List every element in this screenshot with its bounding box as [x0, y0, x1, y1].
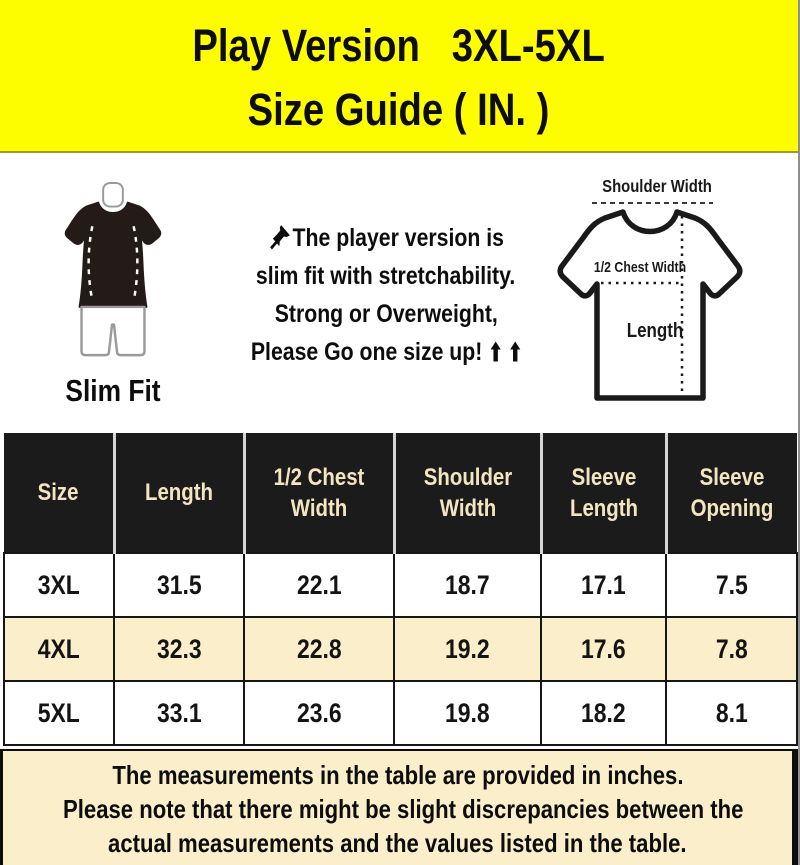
- cell-length: 31.5: [113, 552, 245, 618]
- fit-note-line-3: Strong or Overweight,: [274, 300, 498, 328]
- cell-half-chest: 22.8: [243, 616, 395, 682]
- cell-half-chest: 22.1: [243, 552, 395, 618]
- column-header-sleeve-length: Sleeve Length: [541, 433, 668, 553]
- column-header-half-chest-width: 1/2 Chest Width: [244, 433, 396, 553]
- cell-size: 4XL: [3, 616, 115, 682]
- cell-sleeve-opening: 7.5: [665, 552, 798, 618]
- up-arrow-icon: [490, 341, 501, 362]
- table-row-4xl: 4XL 32.3 22.8 19.2 17.6 7.8: [3, 616, 798, 682]
- size-table: Size Length 1/2 Chest Width Shoulder Wid…: [3, 433, 798, 746]
- disclaimer-line-1: The measurements in the table are provid…: [111, 760, 684, 790]
- cell-sleeve-length: 17.1: [540, 552, 667, 618]
- fit-info-section: Slim Fit The player version is slim fit …: [0, 153, 798, 430]
- fit-note-line-1: The player version is: [227, 219, 545, 257]
- shoulder-width-label: Shoulder Width: [602, 177, 712, 196]
- page-title-line-1: Play Version 3XL-5XL: [192, 20, 606, 71]
- column-header-length: Length: [114, 433, 246, 553]
- disclaimer-line-3: actual measurements and the values liste…: [108, 828, 687, 858]
- slim-fit-figure-icon: [65, 181, 162, 357]
- slim-fit-column: Slim Fit: [0, 153, 227, 430]
- column-header-size: Size: [4, 433, 116, 553]
- cell-length: 33.1: [113, 680, 245, 746]
- cell-sleeve-length: 18.2: [540, 680, 667, 746]
- page-title-line-2: Size Guide ( IN. ): [248, 84, 550, 135]
- cell-shoulder: 19.2: [393, 616, 542, 682]
- table-row-3xl: 3XL 31.5 22.1 18.7 17.1 7.5: [3, 552, 798, 618]
- cell-length: 32.3: [113, 616, 245, 682]
- title-banner: Play Version 3XL-5XL Size Guide ( IN. ): [0, 0, 798, 153]
- cell-sleeve-length: 17.6: [540, 616, 667, 682]
- cell-size: 3XL: [3, 552, 115, 618]
- measurement-diagram: Shoulder Width 1/2 Chest Width Length: [545, 153, 798, 430]
- tshirt-measurement-diagram-icon: Shoulder Width 1/2 Chest Width Length: [557, 177, 743, 401]
- size-table-header-row: Size Length 1/2 Chest Width Shoulder Wid…: [4, 433, 797, 553]
- cell-half-chest: 23.6: [243, 680, 395, 746]
- half-chest-width-label: 1/2 Chest Width: [594, 259, 686, 275]
- disclaimer-line-2: Please note that there might be slight d…: [63, 794, 744, 824]
- column-header-shoulder-width: Shoulder Width: [394, 433, 543, 553]
- measurement-disclaimer: The measurements in the table are provid…: [0, 749, 798, 865]
- fit-note: The player version is slim fit with stre…: [227, 153, 545, 430]
- cell-sleeve-opening: 8.1: [665, 680, 798, 746]
- cell-shoulder: 19.8: [393, 680, 542, 746]
- cell-sleeve-opening: 7.8: [665, 616, 798, 682]
- pushpin-icon: [269, 225, 290, 250]
- up-arrow-icon: [510, 341, 521, 362]
- slim-fit-label: Slim Fit: [65, 373, 161, 408]
- table-row-5xl: 5XL 33.1 23.6 19.8 18.2 8.1: [3, 680, 798, 746]
- fit-note-line-2: slim fit with stretchability.: [256, 262, 516, 290]
- column-header-sleeve-opening: Sleeve Opening: [666, 433, 797, 553]
- length-label: Length: [627, 319, 684, 342]
- cell-size: 5XL: [3, 680, 115, 746]
- cell-shoulder: 18.7: [393, 552, 542, 618]
- fit-note-line-4: Please Go one size up!: [227, 333, 545, 371]
